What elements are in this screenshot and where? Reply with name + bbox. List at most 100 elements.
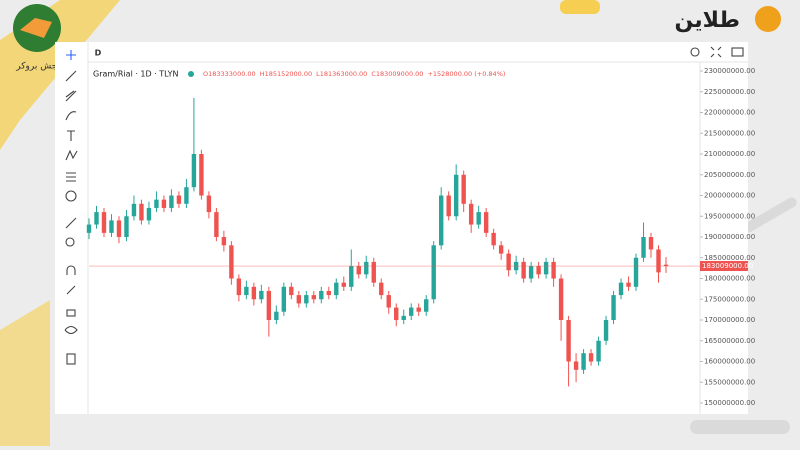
y-tick-label: 205000000.00 (704, 171, 755, 179)
broker-logo-text: سنجش بروکر (15, 62, 67, 72)
candle-body (266, 290, 272, 321)
candle-body (289, 286, 294, 296)
y-tick-label: 210000000.00 (704, 150, 755, 158)
lock-tool[interactable] (66, 309, 76, 317)
candle-body (206, 195, 212, 213)
candle-body (581, 353, 586, 370)
candle-body (536, 266, 541, 275)
candle-body (394, 307, 399, 321)
last-price-box (700, 261, 748, 272)
candle-body (663, 264, 669, 267)
candle-body (304, 295, 309, 304)
candle-body (214, 212, 219, 238)
candle-body (101, 212, 107, 233)
interval-button[interactable] (89, 44, 107, 60)
icon-tool[interactable] (65, 190, 77, 202)
candle-body (199, 154, 204, 196)
candle-body (498, 245, 504, 254)
y-tick-label: 175000000.00 (704, 295, 755, 303)
crosshair-tool[interactable] (66, 50, 76, 60)
site-logo-icon (755, 6, 781, 32)
candle-body (416, 307, 421, 312)
candle-body (491, 232, 496, 246)
candle-body (618, 282, 624, 296)
candle-body (274, 311, 279, 321)
pattern-tool[interactable] (65, 149, 78, 161)
legend-item: L181363000.00 (316, 70, 367, 78)
y-tick-label: 150000000.00 (704, 399, 755, 407)
prediction-tool[interactable] (66, 172, 76, 182)
y-tick-label: 215000000.00 (704, 129, 755, 137)
candle-body (341, 282, 346, 287)
plot: 150000000.00 155000000.00 160000000.00 1650… (86, 67, 755, 407)
candle-body (521, 261, 526, 279)
legend-item: O183333000.00 (203, 70, 256, 78)
candle-body (453, 174, 459, 217)
candle-body (154, 199, 159, 208)
site-logo-text: طلاین (675, 8, 740, 33)
brush-tool[interactable] (65, 111, 77, 121)
trendline-tool[interactable] (65, 70, 77, 82)
candle-body (446, 195, 451, 217)
candle-body (221, 237, 227, 246)
candle-body (588, 353, 594, 362)
y-tick-label: 200000000.00 (704, 192, 755, 200)
candle-body (176, 195, 182, 204)
market-status (188, 71, 194, 77)
y-tick-label: 225000000.00 (704, 88, 755, 96)
magnet-tool[interactable] (66, 265, 76, 275)
y-tick-label: 170000000.00 (704, 316, 755, 324)
candle-body (281, 286, 287, 312)
candle-body (543, 261, 549, 275)
candle-body (626, 282, 631, 287)
fullscreen-button[interactable] (710, 46, 722, 58)
candle-body (648, 237, 654, 250)
candle-body (319, 290, 324, 300)
zoom-tool[interactable] (65, 237, 75, 247)
snapshot-button[interactable] (731, 47, 744, 57)
ohlc-legend: O183333000.00 H185152000.00 L181363000.00 C… (203, 70, 505, 78)
candle-body (139, 203, 144, 221)
candle-body (483, 212, 489, 233)
candle-body (409, 307, 414, 316)
broker-logo: سنجش بروکر (13, 4, 68, 72)
candle-body (461, 174, 466, 204)
y-tick-label: 190000000.00 (704, 233, 755, 241)
fib-tool[interactable] (65, 90, 77, 102)
ruler-tool[interactable] (65, 217, 77, 229)
candle-body (131, 203, 137, 217)
candle-body (296, 295, 302, 304)
visibility-tool[interactable] (64, 325, 78, 335)
last-price-label: 183009000.00 (702, 262, 753, 270)
y-tick-label: 165000000.00 (704, 337, 755, 345)
candle-body (229, 245, 234, 279)
candle-body (86, 224, 92, 233)
text-tool[interactable] (67, 130, 75, 141)
candle-body (633, 257, 639, 287)
candle-body (641, 237, 646, 258)
candle-body (438, 195, 444, 246)
candle-body (191, 154, 197, 188)
top-right-icons (690, 46, 744, 58)
candle-body (386, 295, 391, 308)
candle-body (431, 245, 436, 300)
candle-body (424, 299, 429, 312)
candle-body (596, 340, 601, 362)
candle-body (371, 261, 376, 283)
candle-body (468, 203, 474, 225)
candle-body (311, 295, 317, 300)
candle-body (603, 320, 609, 341)
trash-tool[interactable] (66, 353, 76, 365)
candle-body (169, 195, 174, 208)
y-tick-label: 160000000.00 (704, 358, 755, 366)
candle-body (566, 320, 571, 362)
candle-body (251, 286, 257, 300)
candle-body (116, 220, 122, 238)
toolbar-icons (64, 50, 78, 365)
candle-body (109, 220, 114, 233)
settings-button[interactable] (690, 47, 700, 57)
lock-draw-tool[interactable] (66, 285, 76, 295)
candle-body (573, 361, 579, 370)
